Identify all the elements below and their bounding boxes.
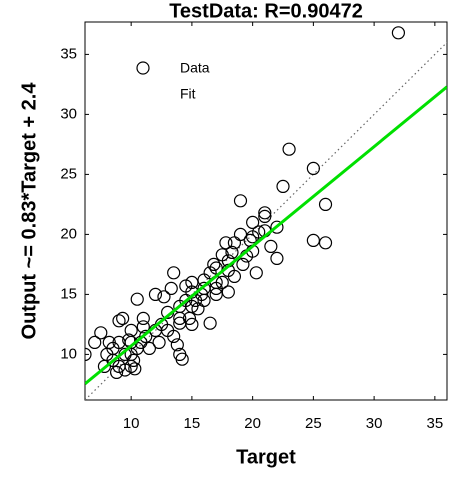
x-tick-label: 15 bbox=[184, 415, 201, 432]
y-tick-label: 20 bbox=[60, 225, 77, 242]
data-point bbox=[164, 281, 178, 295]
y-tick-label: 35 bbox=[60, 45, 77, 62]
legend-label: Data bbox=[180, 60, 210, 76]
y-axis-label: Output ~= 0.83*Target + 2.4 bbox=[18, 82, 40, 340]
data-point bbox=[318, 197, 333, 211]
y-tick-label: 25 bbox=[60, 165, 77, 182]
data-point bbox=[306, 233, 320, 247]
x-axis-label: Target bbox=[236, 446, 296, 468]
data-point bbox=[109, 365, 124, 379]
plot-frame bbox=[84, 21, 448, 401]
data-point bbox=[270, 220, 284, 234]
data-point bbox=[203, 316, 217, 330]
data-point bbox=[130, 292, 144, 306]
data-point bbox=[94, 326, 108, 340]
data-point bbox=[136, 311, 150, 325]
data-point bbox=[227, 269, 242, 283]
data-point bbox=[175, 352, 189, 366]
data-point bbox=[124, 323, 138, 337]
data-point bbox=[391, 26, 406, 40]
data-point bbox=[142, 341, 156, 355]
data-point bbox=[116, 311, 130, 325]
data-point bbox=[215, 275, 229, 289]
data-point bbox=[112, 314, 126, 328]
data-point bbox=[246, 215, 260, 229]
data-point bbox=[85, 347, 92, 361]
x-tick-label: 20 bbox=[244, 415, 261, 432]
data-point bbox=[173, 311, 187, 325]
data-point bbox=[167, 329, 181, 343]
data-point bbox=[139, 329, 153, 343]
data-point bbox=[318, 236, 333, 250]
data-point bbox=[258, 209, 272, 223]
data-point bbox=[128, 362, 142, 376]
data-point bbox=[126, 353, 141, 367]
data-point bbox=[221, 285, 235, 299]
data-point bbox=[219, 236, 233, 250]
data-point bbox=[88, 335, 102, 349]
data-point bbox=[207, 257, 221, 271]
data-point bbox=[249, 266, 263, 280]
data-point bbox=[282, 142, 296, 156]
x-tick-label: 10 bbox=[123, 415, 140, 432]
data-point bbox=[270, 251, 284, 265]
y-tick-label: 10 bbox=[60, 345, 77, 362]
data-point bbox=[276, 179, 290, 193]
x-tick-label: 25 bbox=[305, 415, 322, 432]
identity-line bbox=[85, 41, 447, 400]
legend-marker bbox=[136, 61, 150, 75]
legend-label: Fit bbox=[180, 86, 196, 102]
data-point bbox=[152, 335, 166, 349]
data-point bbox=[306, 161, 320, 175]
data-point bbox=[264, 239, 278, 253]
fit-line bbox=[85, 85, 447, 385]
plot-area bbox=[85, 26, 447, 400]
data-point bbox=[225, 245, 239, 259]
data-point bbox=[148, 287, 163, 301]
y-tick-label: 30 bbox=[60, 105, 77, 122]
data-point bbox=[167, 266, 181, 280]
data-point bbox=[252, 225, 266, 239]
x-tick-label: 30 bbox=[366, 415, 383, 432]
x-tick-label: 35 bbox=[427, 415, 444, 432]
data-point bbox=[170, 338, 184, 352]
data-point bbox=[258, 206, 272, 220]
chart-title: TestData: R=0.90472 bbox=[169, 0, 363, 22]
y-tick-label: 15 bbox=[60, 285, 77, 302]
data-point bbox=[233, 194, 248, 208]
data-point bbox=[185, 317, 199, 331]
data-point bbox=[157, 290, 171, 304]
data-point bbox=[136, 320, 150, 334]
data-point bbox=[236, 257, 250, 271]
